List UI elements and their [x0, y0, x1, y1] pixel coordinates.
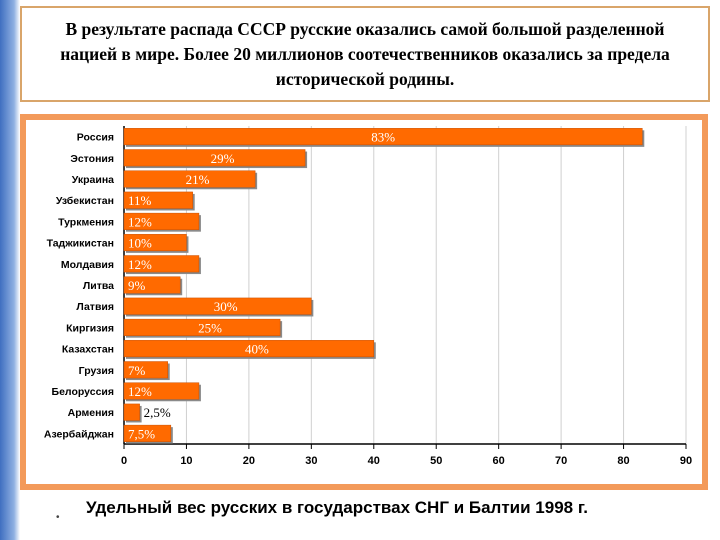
- bar: [123, 191, 193, 209]
- data-label: 11%: [128, 193, 152, 208]
- category-label: Украина: [72, 174, 114, 186]
- x-tick-label: 40: [368, 455, 380, 467]
- bar: [123, 424, 172, 442]
- bar-chart: 0 10 20 30 40 50 60 70 80 90 Россия 83% Эстония 29% Ук…: [26, 120, 702, 484]
- caption-bullet: •: [56, 512, 60, 523]
- bar: [123, 340, 375, 358]
- x-tick-label: 0: [121, 455, 127, 467]
- x-tick-label: 30: [305, 455, 317, 467]
- bar: [123, 361, 168, 379]
- data-label: 40%: [245, 342, 269, 357]
- side-decoration-strip: [0, 0, 20, 540]
- data-label: 7,5%: [128, 426, 155, 441]
- header-text: В результате распада СССР русские оказал…: [60, 18, 670, 89]
- bar: [123, 128, 643, 146]
- category-label: Армения: [68, 407, 114, 419]
- chart-frame: 0 10 20 30 40 50 60 70 80 90 Россия 83% Эстония 29% Ук…: [20, 114, 708, 490]
- category-label: Латвия: [76, 301, 114, 313]
- data-label: 12%: [128, 214, 152, 229]
- x-tick-label: 60: [493, 455, 505, 467]
- category-label: Россия: [77, 132, 114, 144]
- data-label: 83%: [371, 130, 395, 145]
- category-label: Белоруссия: [52, 386, 114, 398]
- category-label: Таджикистан: [47, 238, 114, 250]
- bar: [123, 276, 181, 294]
- data-label: 25%: [198, 320, 222, 335]
- x-tick-label: 10: [180, 455, 192, 467]
- bar: [123, 297, 312, 315]
- bar: [123, 234, 187, 252]
- category-label: Узбекистан: [56, 195, 114, 207]
- data-label: 7%: [128, 363, 146, 378]
- x-tick-label: 80: [617, 455, 629, 467]
- header-box: В результате распада СССР русские оказал…: [20, 6, 710, 102]
- x-tick-label: 70: [555, 455, 567, 467]
- bar: [123, 318, 281, 336]
- chart-caption: Удельный вес русских в государствах СНГ …: [86, 498, 588, 517]
- category-label: Туркмения: [58, 216, 114, 228]
- bar: [123, 255, 200, 273]
- data-label: 12%: [128, 384, 152, 399]
- data-label: 30%: [214, 299, 238, 314]
- category-label: Киргизия: [66, 322, 114, 334]
- category-label: Молдавия: [61, 259, 114, 271]
- data-label: 29%: [211, 151, 235, 166]
- data-label: 12%: [128, 257, 152, 272]
- x-tick-label: 20: [243, 455, 255, 467]
- x-tick-label: 90: [680, 455, 692, 467]
- category-label: Азербайджан: [44, 428, 114, 440]
- data-label: 2,5%: [144, 405, 171, 420]
- x-tick-label: 50: [430, 455, 442, 467]
- bar: [123, 170, 256, 188]
- data-label: 21%: [186, 172, 210, 187]
- category-label: Грузия: [79, 365, 114, 377]
- category-label: Литва: [83, 280, 114, 292]
- bar: [123, 149, 306, 167]
- bar: [123, 212, 200, 230]
- bar: [123, 382, 200, 400]
- category-label: Казахстан: [62, 344, 114, 356]
- category-label: Эстония: [70, 153, 114, 165]
- data-label: 9%: [128, 278, 146, 293]
- bar: [123, 403, 140, 421]
- data-label: 10%: [128, 236, 152, 251]
